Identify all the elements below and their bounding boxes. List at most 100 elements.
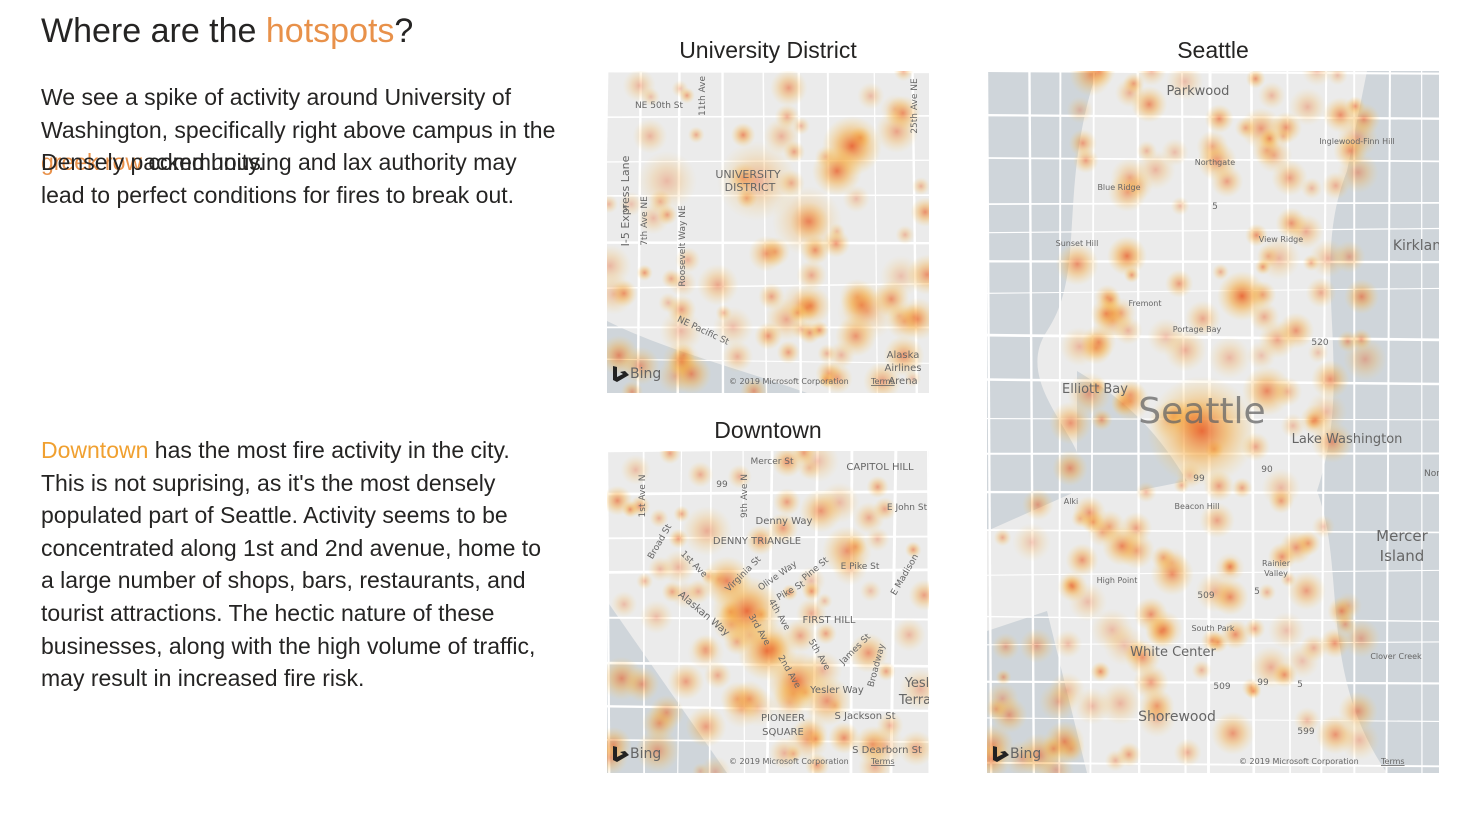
heat-blob: [1333, 133, 1368, 168]
map-label: South Park: [1191, 624, 1234, 633]
heat-blob: [995, 669, 1012, 686]
map-label: DENNY TRIANGLE: [713, 536, 801, 547]
heat-blob: [730, 122, 756, 148]
heat-blob: [636, 572, 654, 590]
heat-blob: [801, 581, 822, 602]
terms-link[interactable]: Terms: [1380, 757, 1405, 766]
terms-link[interactable]: Terms: [870, 757, 895, 766]
map-label: Kirklan: [1393, 238, 1439, 254]
heat-blob: [658, 292, 679, 313]
heat-blob: [908, 579, 929, 611]
heat-blob: [1311, 514, 1336, 539]
text-run: ?: [394, 12, 414, 50]
heat-blob: [991, 632, 1020, 661]
map-label: NE 50th St: [635, 101, 684, 111]
copyright: © 2019 Microsoft Corporation: [729, 377, 849, 386]
heat-blob: [721, 689, 761, 729]
heat-blob: [774, 104, 800, 130]
heat-blob: [816, 592, 833, 610]
heat-blob: [1107, 236, 1147, 276]
bing-logo: [613, 746, 629, 762]
terms-link[interactable]: Terms: [870, 377, 895, 386]
heat-blob: [1280, 571, 1297, 588]
heat-blob: [1113, 316, 1143, 346]
heat-blob: [699, 756, 731, 773]
heat-blob: [649, 694, 685, 730]
heat-blob: [1191, 660, 1212, 681]
heat-blob: [1319, 628, 1350, 659]
heat-blob: [896, 297, 929, 341]
heat-blob: [805, 728, 827, 750]
paragraph: We see a spike of activity around Univer…: [41, 81, 556, 179]
heat-blob: [1038, 682, 1078, 722]
map-label: UNIVERSITY: [715, 168, 781, 181]
heat-blob: [1305, 277, 1337, 309]
map-label: 11th Ave: [698, 76, 708, 117]
map-label: PIONEER: [761, 713, 805, 724]
heat-blob: [1254, 258, 1272, 276]
map-label: 599: [1297, 727, 1314, 737]
map-label: 520: [1311, 338, 1328, 348]
heat-blob: [814, 622, 837, 645]
map-label: 509: [1213, 682, 1230, 692]
heat-blob: [1197, 141, 1237, 181]
heat-blob: [990, 696, 1028, 734]
heat-blob: [658, 451, 682, 465]
heat-blob: [903, 369, 922, 388]
heat-blob: [865, 527, 890, 552]
heat-blob: [668, 269, 697, 298]
map-label: 5: [1212, 202, 1218, 212]
road: [927, 451, 929, 773]
heat-map: NE 50th St I-5 Express Lane 7th Ave NE 11th…: [607, 71, 929, 393]
logo-text: Bing: [1010, 746, 1041, 762]
map-label: Yesl: [904, 676, 929, 691]
heat-blob: [796, 260, 827, 291]
heat-blob: [740, 377, 768, 393]
heat-blob: [624, 666, 660, 702]
heat-blob: [687, 126, 705, 144]
heat-blob: [1246, 341, 1276, 371]
map-label: Seattle: [1138, 391, 1265, 432]
map-label: Clover Creek: [1370, 652, 1422, 661]
heat-blob: [667, 663, 705, 701]
heat-blob: [1212, 263, 1230, 281]
map-label: S Dearborn St: [852, 745, 922, 756]
heat-blob: [1245, 71, 1266, 89]
map-label: View Ridge: [1259, 235, 1303, 244]
heat-blob: [1150, 552, 1194, 596]
heat-blob: [621, 346, 660, 386]
heat-blob: [1214, 552, 1245, 583]
heat-blob: [1173, 738, 1202, 767]
map-label: 7th Ave NE: [640, 196, 650, 246]
heat-blob: [687, 633, 725, 671]
heat-blob: [817, 343, 837, 364]
bing-logo: [993, 746, 1009, 762]
map-label: Shorewood: [1138, 709, 1216, 725]
heat-blob: [1072, 495, 1107, 530]
heat-blob: [758, 283, 785, 310]
text-run: We see a spike of activity around Univer…: [41, 84, 556, 143]
heat-map: Parkwood Inglewood-Finn Hill Northgate Blue…: [987, 71, 1439, 773]
road: [987, 71, 1439, 75]
heat-blob: [910, 197, 929, 227]
heat-blob: [1255, 137, 1293, 174]
heat-blob: [659, 309, 703, 353]
heat-blob: [1257, 81, 1286, 110]
heat-blob: [1061, 575, 1082, 595]
heat-blob: [769, 71, 808, 107]
heat-blob: [781, 584, 799, 601]
map-label: Nor: [1424, 469, 1439, 479]
map-label: SQUARE: [762, 727, 804, 738]
heat-blob: [772, 186, 842, 256]
heat-blob: [906, 254, 929, 295]
heat-blob: [1315, 714, 1356, 755]
heat-blob: [1242, 366, 1292, 416]
heat-blob: [899, 667, 929, 711]
heat-blob: [636, 264, 653, 281]
heat-blob: [1059, 326, 1100, 367]
heat-blob: [1102, 526, 1142, 566]
heat-blob: [1307, 342, 1329, 364]
map-label: Terra: [898, 693, 929, 708]
road: [1385, 71, 1391, 773]
